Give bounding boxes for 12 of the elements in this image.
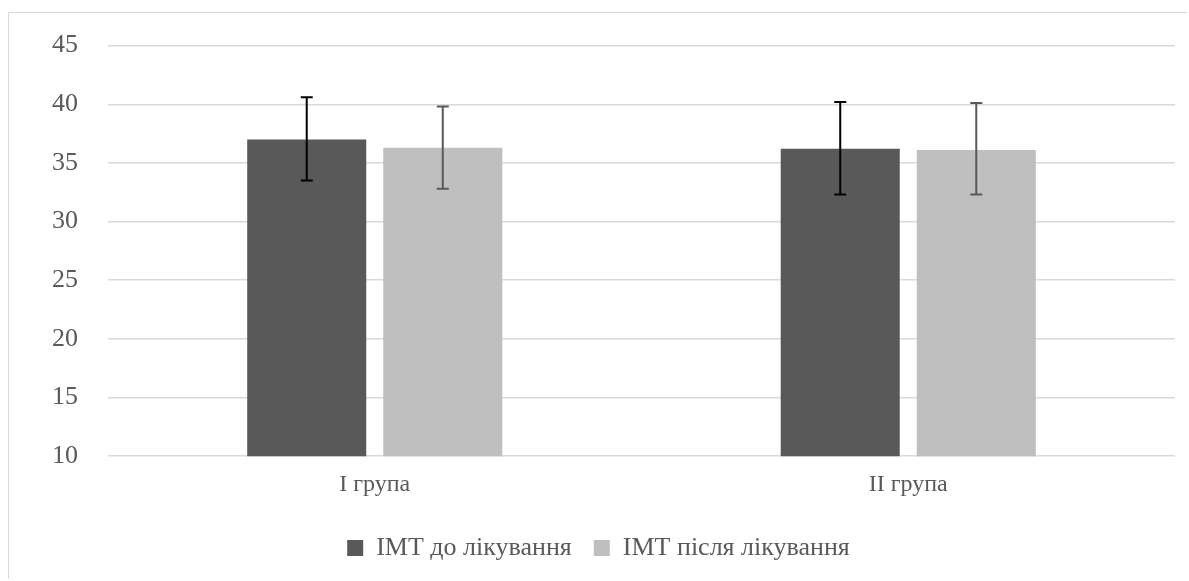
x-tick-label: II група [868, 469, 949, 496]
y-tick-label: 20 [52, 322, 78, 352]
legend-label: ІМТ після лікування [622, 531, 850, 561]
y-tick-label: 25 [52, 264, 78, 294]
y-tick-label: 15 [52, 381, 78, 411]
x-tick-label: I група [339, 469, 411, 496]
y-tick-label: 40 [52, 88, 78, 118]
y-tick-label: 30 [52, 205, 78, 235]
y-tick-label: 35 [52, 146, 78, 176]
y-tick-label: 45 [52, 29, 78, 59]
y-tick-label: 10 [52, 440, 78, 470]
legend-label: ІМТ до лікування [376, 531, 572, 561]
